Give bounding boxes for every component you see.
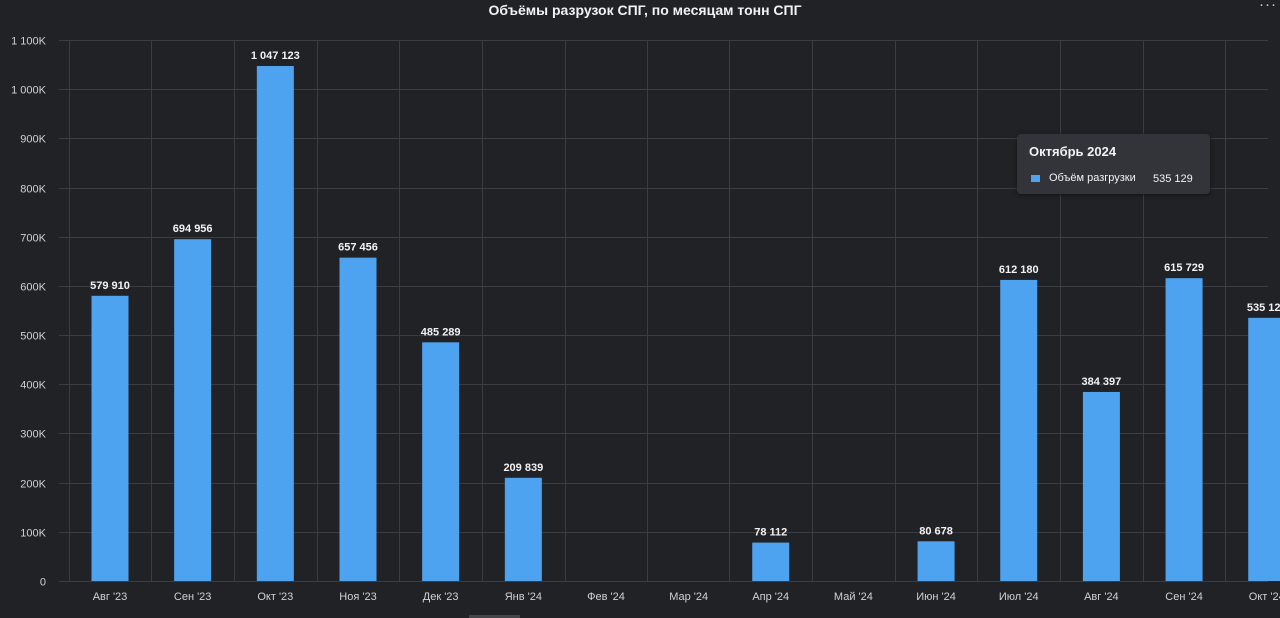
x-tick-label: Авг '23 — [93, 591, 128, 603]
bar — [504, 477, 542, 581]
y-tick-label: 500K — [20, 331, 46, 343]
bar — [91, 295, 129, 581]
bar — [1248, 317, 1280, 581]
y-tick-label: 1 100K — [11, 36, 47, 48]
data-label: 579 910 — [90, 280, 130, 292]
more-horizontal-icon[interactable]: ··· — [1259, 0, 1277, 13]
x-tick-label: Мар '24 — [669, 591, 708, 603]
x-tick-label: Окт '24 — [1249, 591, 1280, 603]
data-label: 209 839 — [503, 462, 543, 474]
x-tick-label: Янв '24 — [505, 591, 542, 603]
x-tick-label: Апр '24 — [752, 591, 789, 603]
bar — [1000, 279, 1038, 581]
tooltip-value: 535 129 — [1153, 173, 1193, 185]
y-tick-label: 300K — [20, 429, 46, 441]
y-tick-label: 800K — [20, 184, 46, 196]
y-tick-label: 0 — [40, 577, 46, 589]
data-label: 612 180 — [999, 264, 1039, 276]
data-label: 78 112 — [754, 527, 787, 539]
scrollbar-thumb[interactable] — [469, 615, 520, 618]
y-tick-label: 400K — [20, 380, 46, 392]
bar — [256, 66, 294, 582]
x-tick-label: Сен '23 — [174, 591, 212, 603]
bar — [422, 342, 460, 581]
x-tick-label: Июл '24 — [999, 591, 1039, 603]
chart-title: Объёмы разрузок СПГ, по месяцам тонн СПГ — [488, 2, 802, 18]
bar — [339, 257, 377, 581]
x-tick-label: Май '24 — [834, 591, 873, 603]
tooltip: Октябрь 2024 Объём разгрузки 535 129 — [1017, 134, 1210, 194]
x-tick-label: Фев '24 — [587, 591, 625, 603]
y-tick-label: 100K — [20, 528, 46, 540]
x-tick-label: Дек '23 — [423, 591, 459, 603]
x-tick-label: Ноя '23 — [339, 591, 376, 603]
y-tick-label: 200K — [20, 479, 46, 491]
tooltip-series-swatch — [1031, 175, 1040, 182]
tooltip-title: Октябрь 2024 — [1029, 144, 1117, 159]
bar — [752, 542, 790, 581]
y-tick-label: 1 000K — [11, 85, 47, 97]
bar — [917, 541, 955, 581]
data-label: 80 678 — [919, 525, 953, 537]
bar — [1082, 391, 1120, 581]
x-tick-label: Сен '24 — [1165, 591, 1203, 603]
data-label: 485 289 — [421, 326, 461, 338]
data-label: 1 047 123 — [251, 50, 300, 62]
data-label: 615 729 — [1164, 262, 1204, 274]
tooltip-series-name: Объём разгрузки — [1049, 172, 1136, 184]
data-label: 384 397 — [1082, 376, 1122, 388]
y-tick-label: 700K — [20, 233, 46, 245]
bar — [1165, 278, 1203, 581]
data-label: 694 956 — [173, 223, 213, 235]
y-tick-label: 900K — [20, 134, 46, 146]
bar — [174, 239, 212, 581]
x-tick-label: Авг '24 — [1084, 591, 1119, 603]
y-tick-label: 600K — [20, 282, 46, 294]
data-label: 535 129 — [1247, 302, 1280, 314]
x-tick-label: Окт '23 — [257, 591, 293, 603]
x-tick-label: Июн '24 — [916, 591, 956, 603]
data-label: 657 456 — [338, 242, 378, 254]
